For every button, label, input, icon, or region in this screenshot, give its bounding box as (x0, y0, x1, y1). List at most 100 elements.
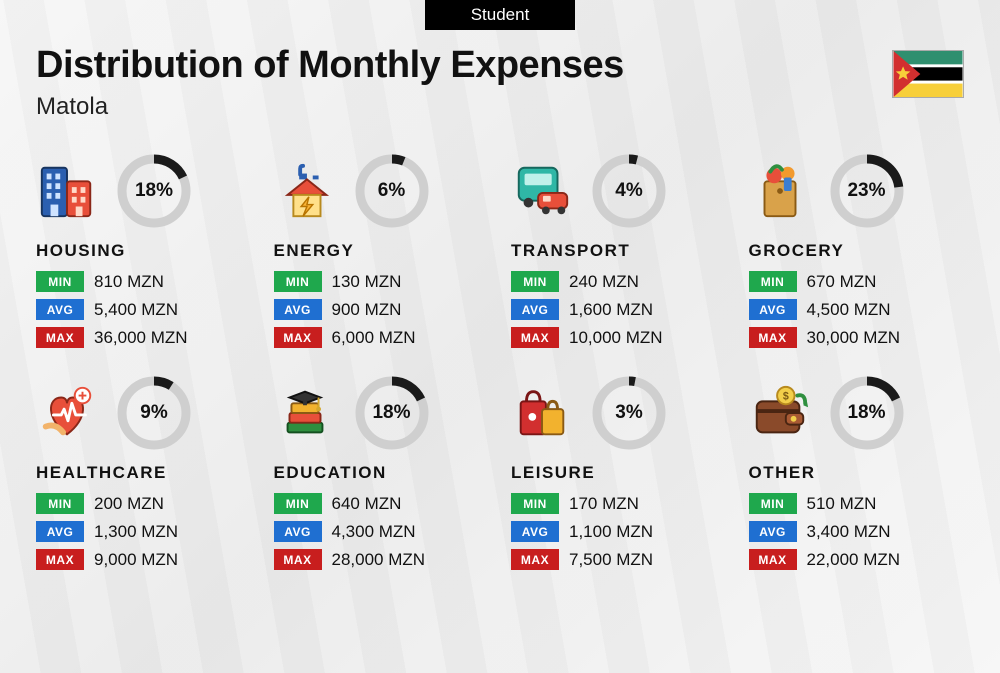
stat-badge-max: MAX (511, 549, 559, 570)
shopping-bags-icon (511, 382, 573, 444)
stat-value-max: 30,000 MZN (807, 328, 901, 348)
stat-row-min: MIN240 MZN (511, 271, 727, 292)
stat-row-max: MAX 6,000 MZN (274, 327, 490, 348)
stat-value-avg: 1,100 MZN (569, 522, 653, 542)
stat-row-min: MIN 670 MZN (749, 271, 965, 292)
stat-badge-min: MIN (749, 271, 797, 292)
pct-value: 4% (591, 153, 667, 229)
stat-badge-max: MAX (511, 327, 559, 348)
stat-row-min: MIN170 MZN (511, 493, 727, 514)
pct-donut: 3% (591, 375, 667, 451)
health-heart-icon (36, 382, 98, 444)
stat-badge-max: MAX (749, 549, 797, 570)
category-card-transport: 4%TRANSPORTMIN240 MZNAVG1,600 MZNMAX10,0… (511, 151, 727, 355)
stat-badge-min: MIN (511, 493, 559, 514)
grad-books-icon (274, 382, 336, 444)
stat-value-avg: 4,500 MZN (807, 300, 891, 320)
stat-badge-avg: AVG (274, 299, 322, 320)
stat-value-max: 36,000 MZN (94, 328, 188, 348)
category-card-grocery: 23% GROCERY MIN 670 MZN AVG 4,500 MZN MAX 30,00… (749, 151, 965, 355)
stat-value-max: 28,000 MZN (332, 550, 426, 570)
grocery-bag-icon (749, 160, 811, 222)
pct-donut: 18% (354, 375, 430, 451)
stat-badge-min: MIN (274, 271, 322, 292)
stat-value-avg: 1,300 MZN (94, 522, 178, 542)
stat-badge-avg: AVG (36, 299, 84, 320)
category-card-housing: 18%HOUSINGMIN810 MZNAVG5,400 MZNMAX36,00… (36, 151, 252, 355)
pct-value: 3% (591, 375, 667, 451)
stat-value-avg: 3,400 MZN (807, 522, 891, 542)
stat-badge-avg: AVG (274, 521, 322, 542)
stat-value-max: 22,000 MZN (807, 550, 901, 570)
stat-badge-max: MAX (749, 327, 797, 348)
pct-donut: 9% (116, 375, 192, 451)
stat-row-max: MAX 30,000 MZN (749, 327, 965, 348)
pct-donut: 18% (829, 375, 905, 451)
category-card-other: $18% OTHER MIN510 MZN AVG3,400 MZN MAX 22,000… (749, 373, 965, 577)
stat-value-min: 510 MZN (807, 494, 877, 514)
stat-badge-max: MAX (36, 549, 84, 570)
stat-badge-max: MAX (274, 327, 322, 348)
pct-value: 18% (354, 375, 430, 451)
pct-value: 18% (829, 375, 905, 451)
category-name: EDUCATION (274, 463, 490, 483)
stat-row-min: MIN 810 MZN (36, 271, 252, 292)
stat-badge-min: MIN (274, 493, 322, 514)
stat-badge-avg: AVG (36, 521, 84, 542)
stat-badge-avg: AVG (511, 299, 559, 320)
stat-row-avg: AVG 1,100 MZN (511, 521, 727, 542)
pct-value: 9% (116, 375, 192, 451)
stat-row-max: MAX 10,000 MZN (511, 327, 727, 348)
stat-badge-max: MAX (36, 327, 84, 348)
stat-row-avg: AVG 5,400 MZN (36, 299, 252, 320)
stat-value-min: 130 MZN (332, 272, 402, 292)
stat-value-avg: 1,600 MZN (569, 300, 653, 320)
pct-donut: 6% (354, 153, 430, 229)
stat-row-min: MIN640 MZN (274, 493, 490, 514)
category-name: HOUSING (36, 241, 252, 261)
stat-value-max: 7,500 MZN (569, 550, 653, 570)
category-name: ENERGY (274, 241, 490, 261)
stat-value-min: 670 MZN (807, 272, 877, 292)
stat-value-max: 6,000 MZN (332, 328, 416, 348)
stat-value-min: 240 MZN (569, 272, 639, 292)
page-subtitle: Matola (36, 93, 624, 121)
energy-house-icon (274, 160, 336, 222)
category-name: LEISURE (511, 463, 727, 483)
stat-row-avg: AVG 1,600 MZN (511, 299, 727, 320)
categories-grid: 18% HOUSING MIN 810 MZN AVG 5,400 MZN MAX 36,00… (36, 151, 964, 577)
flag-mozambique-icon (892, 50, 964, 98)
stat-value-min: 810 MZN (94, 272, 164, 292)
stat-badge-min: MIN (36, 271, 84, 292)
stat-row-avg: AVG 4,500 MZN (749, 299, 965, 320)
category-card-healthcare: 9% HEALTHCARE MIN200 MZN AVG 1,300 MZN MAX9,0… (36, 373, 252, 577)
category-name: OTHER (749, 463, 965, 483)
category-name: HEALTHCARE (36, 463, 252, 483)
stat-row-min: MIN 130 MZN (274, 271, 490, 292)
stat-row-avg: AVG 1,300 MZN (36, 521, 252, 542)
pct-value: 23% (829, 153, 905, 229)
stat-row-max: MAX 7,500 MZN (511, 549, 727, 570)
category-name: GROCERY (749, 241, 965, 261)
stat-value-avg: 900 MZN (332, 300, 402, 320)
stat-value-avg: 5,400 MZN (94, 300, 178, 320)
buildings-icon (36, 160, 98, 222)
stat-row-min: MIN200 MZN (36, 493, 252, 514)
category-card-leisure: 3% LEISURE MIN170 MZN AVG 1,100 MZN MAX 7,500 … (511, 373, 727, 577)
stat-value-avg: 4,300 MZN (332, 522, 416, 542)
stat-badge-avg: AVG (749, 299, 797, 320)
stat-row-min: MIN510 MZN (749, 493, 965, 514)
stat-badge-avg: AVG (511, 521, 559, 542)
stat-row-avg: AVG 900 MZN (274, 299, 490, 320)
stat-badge-max: MAX (274, 549, 322, 570)
pct-donut: 4% (591, 153, 667, 229)
stat-value-max: 10,000 MZN (569, 328, 663, 348)
stat-row-max: MAX 22,000 MZN (749, 549, 965, 570)
pct-donut: 23% (829, 153, 905, 229)
wallet-icon: $ (749, 382, 811, 444)
stat-row-max: MAX 28,000 MZN (274, 549, 490, 570)
bus-car-icon (511, 160, 573, 222)
category-card-education: 18% EDUCATION MIN640 MZN AVG 4,300 MZN MAX 28,… (274, 373, 490, 577)
stat-row-avg: AVG3,400 MZN (749, 521, 965, 542)
stat-row-max: MAX9,000 MZN (36, 549, 252, 570)
